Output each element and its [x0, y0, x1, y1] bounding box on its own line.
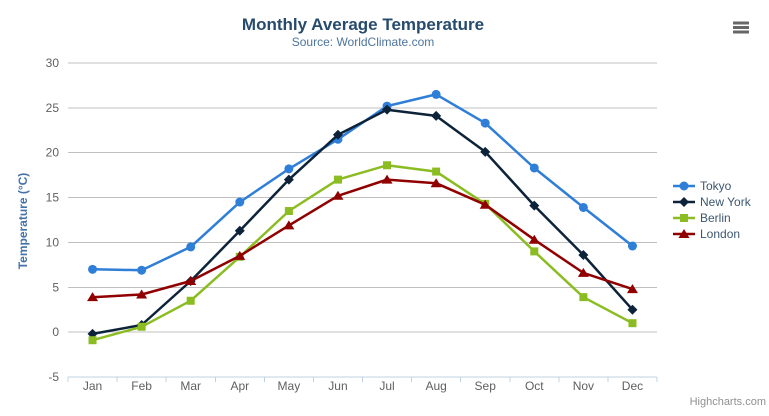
legend-symbol-marker[interactable] [679, 197, 689, 207]
y-axis-label: 25 [46, 101, 60, 115]
data-point-marker[interactable] [431, 89, 441, 99]
data-point-marker[interactable] [283, 174, 294, 185]
data-point-marker[interactable] [577, 267, 589, 277]
y-axis-label: 15 [46, 191, 60, 205]
data-point-marker[interactable] [480, 146, 491, 157]
data-point-marker[interactable] [283, 220, 295, 230]
data-point-marker[interactable] [235, 197, 245, 207]
x-axis-label: Sep [475, 379, 497, 393]
x-axis-label: Jan [83, 379, 102, 393]
data-point-marker[interactable] [479, 199, 491, 209]
data-point-marker[interactable] [430, 178, 442, 188]
x-axis-label: Jun [328, 379, 347, 393]
legend-symbol-marker[interactable] [680, 214, 688, 222]
data-point-marker[interactable] [628, 319, 637, 328]
credits-link[interactable]: Highcharts.com [690, 396, 766, 408]
y-axis-label: 30 [46, 56, 60, 70]
x-axis-label: May [278, 379, 301, 393]
x-axis-label: Jul [379, 379, 394, 393]
data-point-marker[interactable] [284, 164, 294, 174]
legend-item-new-york[interactable]: New York [673, 195, 752, 209]
y-axis-title: Temperature (°C) [16, 173, 30, 270]
legend-label: New York [700, 195, 752, 209]
data-point-marker[interactable] [480, 118, 490, 128]
data-point-marker[interactable] [186, 296, 195, 305]
series-line[interactable] [91, 108, 634, 336]
series-new-york[interactable] [87, 104, 638, 339]
legend-label: Tokyo [700, 179, 732, 193]
x-axis-label: Dec [622, 379, 643, 393]
legend-item-tokyo[interactable]: Tokyo [673, 179, 732, 193]
series-layer [87, 89, 638, 345]
data-point-marker[interactable] [137, 265, 147, 275]
hamburger-menu-icon[interactable] [731, 14, 757, 38]
data-point-marker[interactable] [382, 104, 393, 115]
y-axis-label: 20 [46, 146, 60, 160]
x-axis-label: Oct [525, 379, 544, 393]
data-point-marker[interactable] [578, 249, 589, 260]
data-point-marker[interactable] [529, 200, 540, 211]
data-point-marker[interactable] [432, 167, 441, 176]
data-point-marker[interactable] [332, 190, 344, 200]
legend-item-london[interactable]: London [673, 227, 740, 241]
y-axis-label: 5 [52, 280, 59, 294]
data-point-marker[interactable] [578, 202, 588, 212]
legend-item-berlin[interactable]: Berlin [673, 211, 731, 225]
axis-layer: -5 0 5 10 15 20 25 30 Jan Feb Mar Apr May Jun Jul Aug Se… [46, 56, 658, 393]
x-axis-label: Nov [573, 379, 594, 393]
legend-symbol-marker[interactable] [679, 181, 689, 191]
chart-title: Monthly Average Temperature [242, 15, 484, 34]
legend: Tokyo New York Berlin London [673, 179, 752, 241]
data-point-marker[interactable] [332, 129, 343, 140]
data-point-marker[interactable] [137, 322, 146, 331]
x-axis-label: Mar [180, 379, 201, 393]
data-point-marker[interactable] [530, 247, 539, 256]
y-axis-label: -5 [48, 370, 59, 384]
x-axis-label: Feb [131, 379, 152, 393]
data-point-marker[interactable] [186, 242, 196, 252]
series-line[interactable] [91, 178, 634, 299]
series-tokyo[interactable] [88, 89, 637, 275]
x-axis-label: Apr [230, 379, 249, 393]
data-point-marker[interactable] [88, 264, 98, 274]
data-point-marker[interactable] [579, 293, 588, 302]
data-point-marker[interactable] [88, 336, 97, 345]
data-point-marker[interactable] [627, 241, 637, 251]
data-point-marker[interactable] [284, 207, 293, 216]
grid-layer [68, 62, 657, 378]
data-point-marker[interactable] [381, 174, 393, 184]
data-point-marker[interactable] [234, 225, 245, 236]
legend-label: London [700, 227, 740, 241]
data-point-marker[interactable] [528, 234, 540, 244]
data-point-marker[interactable] [383, 161, 392, 170]
data-point-marker[interactable] [627, 304, 638, 315]
data-point-marker[interactable] [136, 289, 148, 299]
data-point-marker[interactable] [333, 175, 342, 184]
series-london[interactable] [87, 174, 638, 302]
legend-label: Berlin [700, 211, 731, 225]
x-axis-label: Aug [425, 379, 446, 393]
y-axis-label: 0 [52, 325, 59, 339]
data-point-marker[interactable] [431, 110, 442, 121]
series-line[interactable] [91, 93, 634, 272]
data-point-marker[interactable] [87, 292, 99, 302]
chart-subtitle: Source: WorldClimate.com [292, 35, 435, 49]
data-point-marker[interactable] [185, 276, 197, 286]
y-axis-label: 10 [46, 235, 60, 249]
legend-symbol-marker[interactable] [678, 229, 690, 238]
series-line[interactable] [91, 164, 634, 342]
data-point-marker[interactable] [234, 250, 246, 260]
data-point-marker[interactable] [626, 284, 638, 294]
data-point-marker[interactable] [529, 163, 539, 173]
